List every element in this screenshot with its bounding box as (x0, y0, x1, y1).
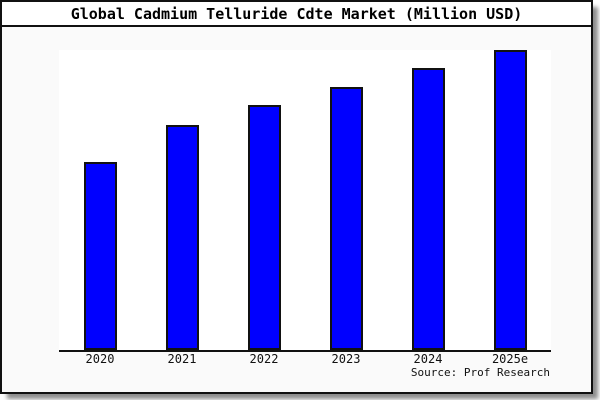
source-text: Source: Prof Research (410, 366, 550, 379)
x-tick-label-2020: 2020 (85, 352, 115, 366)
chart-title: Global Cadmium Telluride Cdte Market (Mi… (70, 4, 523, 23)
x-tick-label-2023: 2023 (331, 352, 361, 366)
chart-window: Global Cadmium Telluride Cdte Market (Mi… (0, 0, 593, 394)
bar-2025e (494, 50, 527, 350)
bar-2024 (412, 68, 445, 350)
bar-2021 (166, 125, 199, 350)
x-tick-label-2021: 2021 (167, 352, 197, 366)
bar-2023 (330, 87, 363, 350)
chart-title-bar: Global Cadmium Telluride Cdte Market (Mi… (2, 2, 591, 27)
x-tick-label-2022: 2022 (249, 352, 279, 366)
bar-2022 (248, 105, 281, 350)
x-tick-label-2025e: 2025e (491, 352, 529, 366)
bar-2020 (84, 162, 117, 350)
x-tick-label-2024: 2024 (413, 352, 443, 366)
plot-area (59, 50, 551, 352)
